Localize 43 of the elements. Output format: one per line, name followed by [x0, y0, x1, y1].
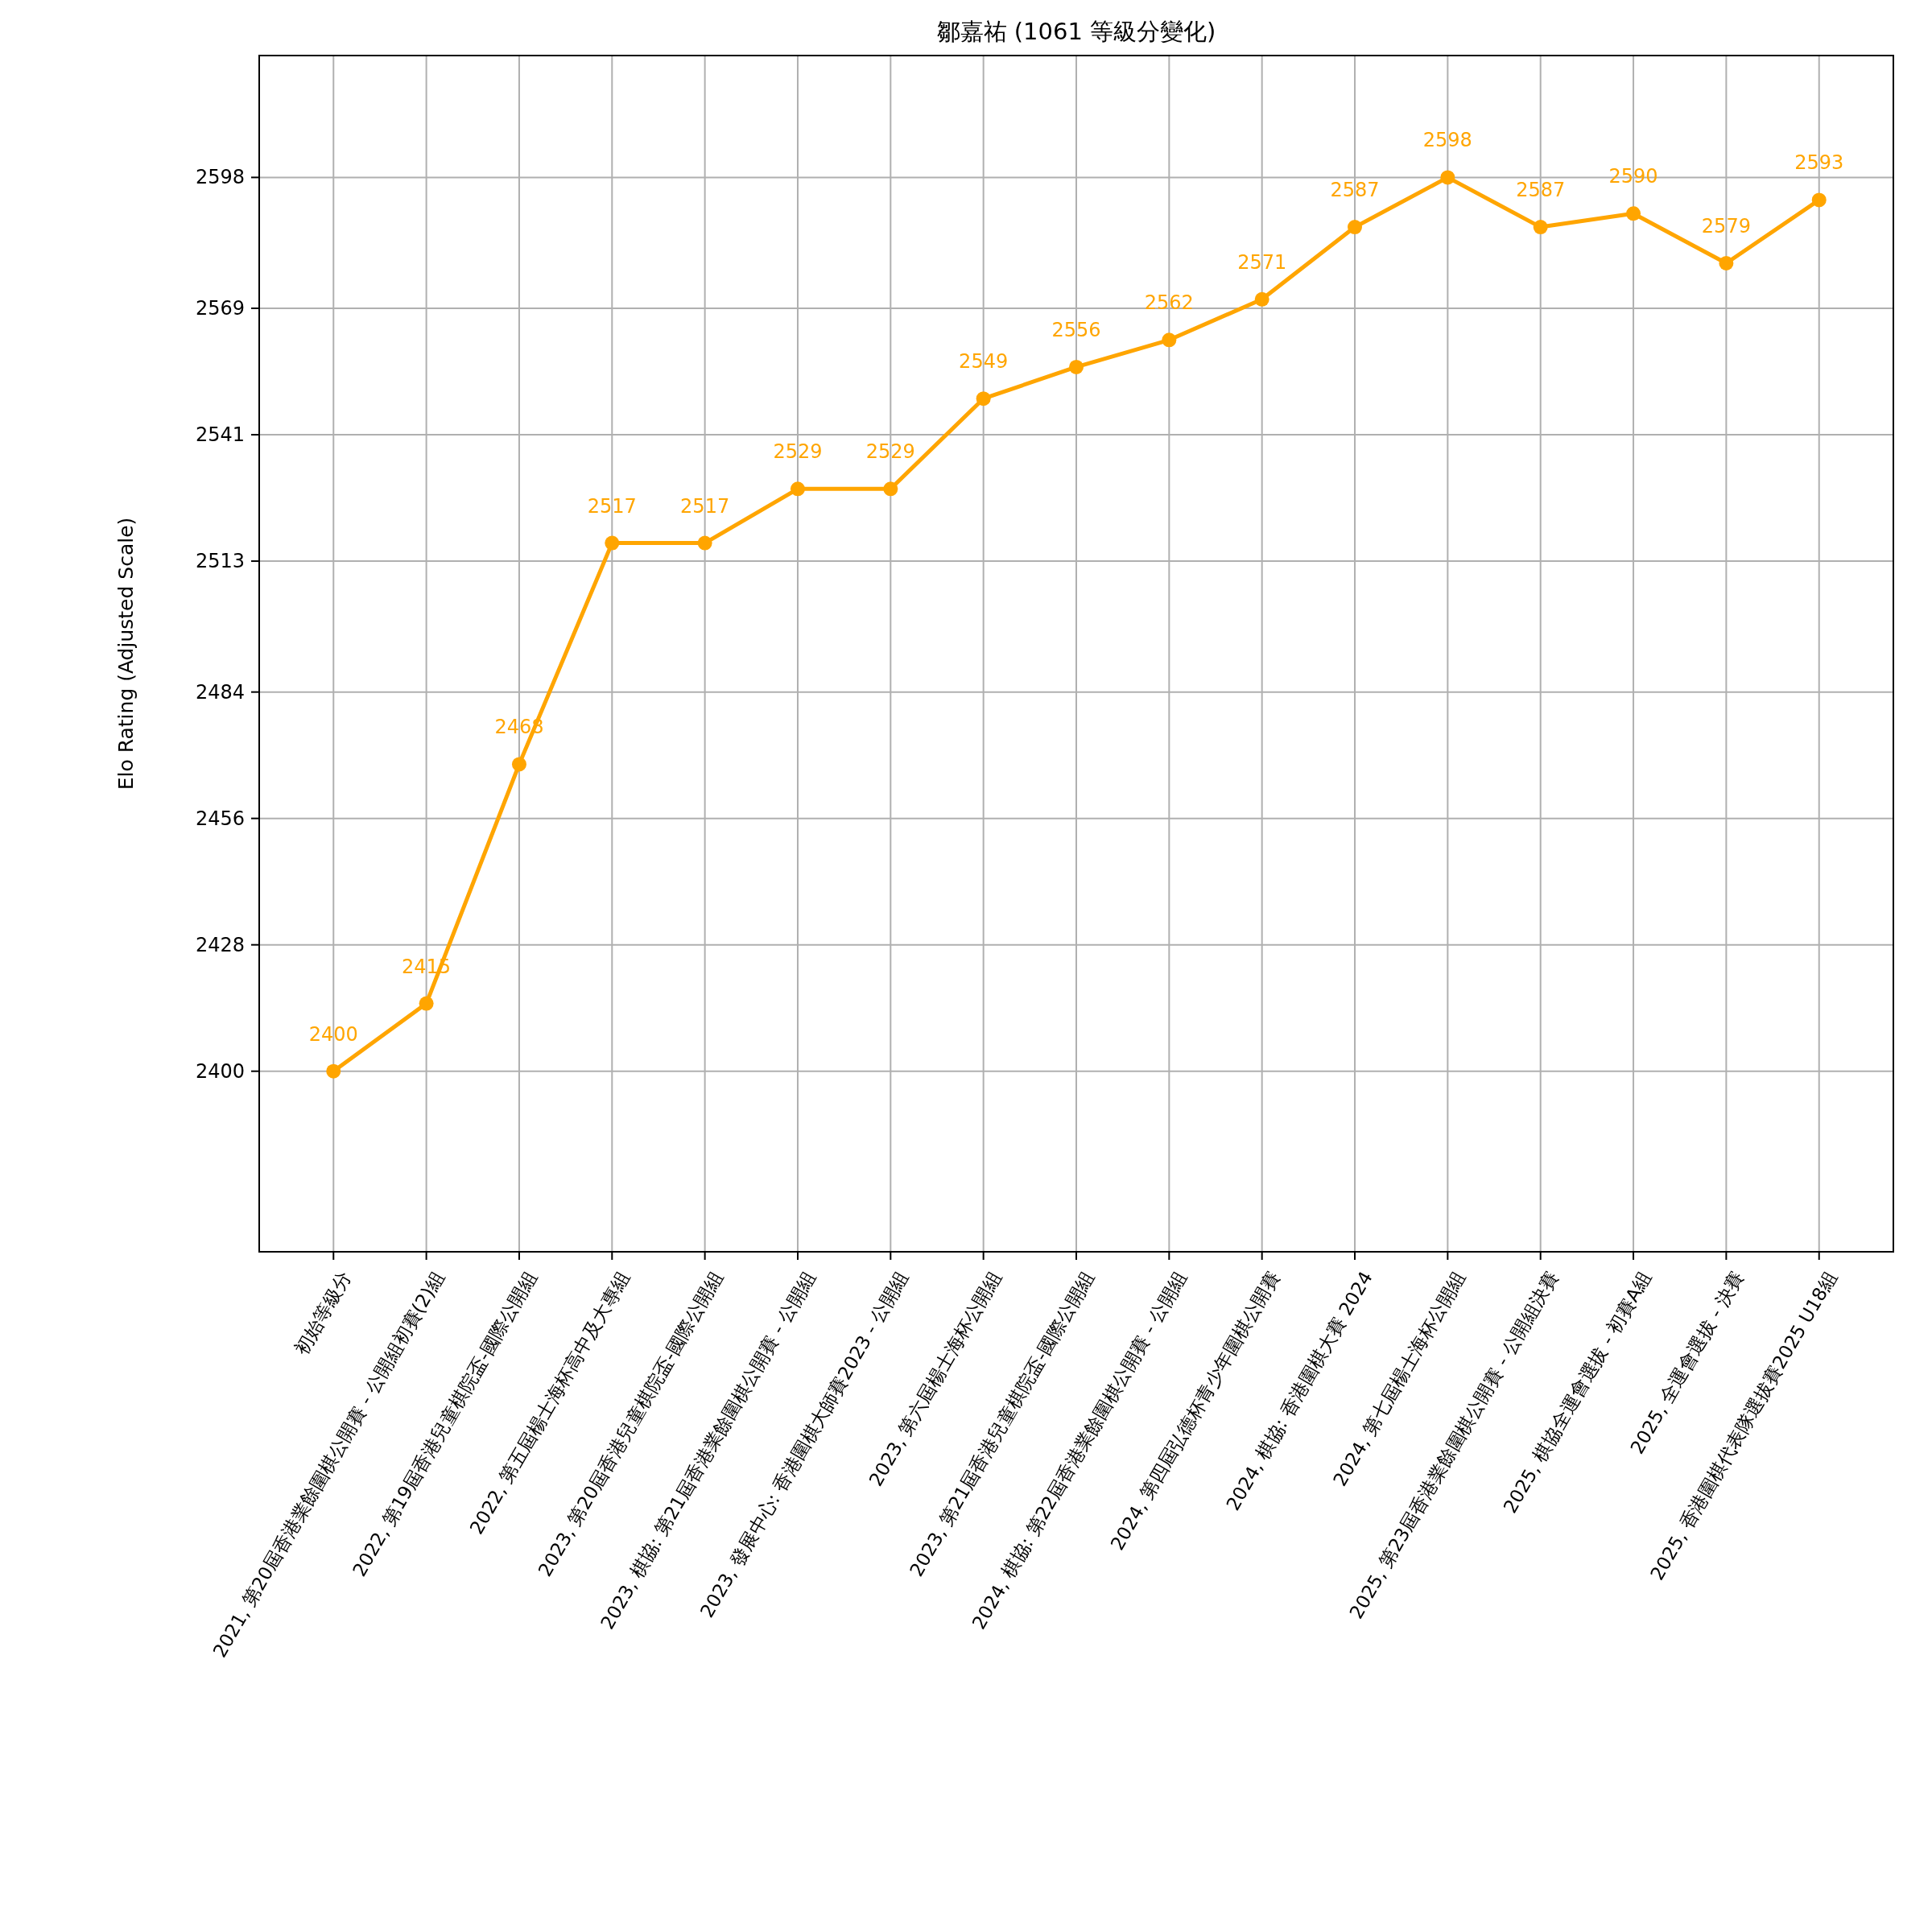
point	[1440, 170, 1455, 185]
point	[419, 996, 434, 1011]
y-tick-label: 2513	[195, 550, 245, 573]
point	[605, 535, 620, 551]
data-label: 2556	[1051, 318, 1101, 341]
data-label: 2590	[1608, 165, 1658, 188]
point	[883, 481, 898, 497]
y-tick-label: 2484	[195, 680, 245, 704]
y-tick-label: 2541	[195, 423, 245, 447]
point	[1533, 220, 1548, 235]
data-label: 2517	[587, 494, 637, 518]
point	[1162, 332, 1177, 348]
point	[511, 757, 526, 772]
data-label: 2529	[865, 440, 915, 464]
point	[1811, 192, 1827, 208]
y-tick-label: 2456	[195, 807, 245, 830]
data-label: 2549	[959, 350, 1009, 374]
y-tick-label: 2569	[195, 297, 245, 320]
data-label: 2579	[1701, 214, 1751, 237]
y-tick-label: 2428	[195, 933, 245, 956]
y-tick-label: 2400	[195, 1059, 245, 1083]
x-tick-label: 初始等級分	[291, 1267, 356, 1359]
y-axis-title: Elo Rating (Adjusted Scale)	[114, 517, 138, 791]
point	[790, 481, 805, 497]
chart-title: 鄒嘉祐 (1061 等級分變化)	[936, 18, 1216, 45]
point	[1069, 359, 1084, 374]
point	[1626, 206, 1641, 221]
data-label: 2587	[1516, 179, 1566, 202]
data-label: 2529	[773, 440, 823, 464]
data-label: 2562	[1144, 291, 1194, 315]
data-label: 2593	[1794, 151, 1844, 175]
point	[1254, 291, 1269, 307]
point	[697, 535, 712, 551]
data-label: 2571	[1237, 250, 1287, 274]
point	[1719, 255, 1734, 270]
point	[976, 391, 991, 407]
data-label: 2517	[680, 494, 730, 518]
data-label: 2598	[1422, 129, 1472, 152]
y-tick-label: 2598	[195, 166, 245, 189]
data-label: 2400	[308, 1022, 358, 1046]
data-label: 2587	[1330, 179, 1380, 202]
point	[1348, 220, 1363, 235]
point	[326, 1063, 341, 1079]
